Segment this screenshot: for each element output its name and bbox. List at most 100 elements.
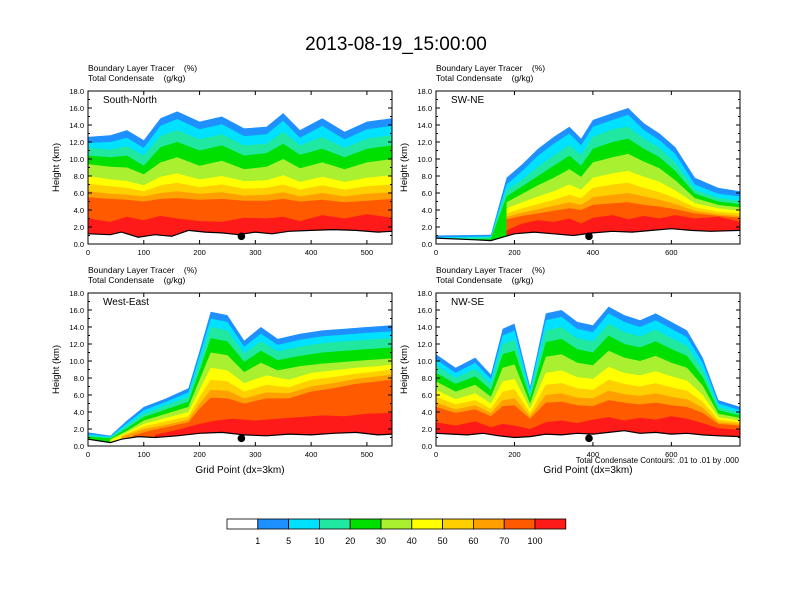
x-tick-label: 400: [587, 248, 600, 257]
colorbar-label: 10: [314, 536, 324, 546]
x-tick-label: 200: [508, 450, 521, 459]
x-tick-label: 0: [86, 248, 90, 257]
y-tick-label: 12.0: [69, 340, 84, 349]
y-tick-label: 12.0: [417, 340, 432, 349]
panel-title-line: Boundary Layer Tracer (%): [436, 265, 545, 275]
y-axis-label: Height (km): [51, 345, 62, 394]
location-marker: [585, 232, 593, 241]
x-tick-label: 200: [193, 248, 206, 257]
colorbar-swatch: [257, 518, 289, 530]
x-tick-label: 600: [665, 450, 678, 459]
y-tick-label: 0.0: [422, 442, 432, 451]
y-tick-label: 4.0: [422, 408, 432, 417]
y-tick-label: 2.0: [422, 425, 432, 434]
x-tick-label: 300: [249, 450, 262, 459]
y-tick-label: 6.0: [74, 391, 84, 400]
x-tick-label: 600: [665, 248, 678, 257]
x-axis-label: Grid Point (dx=3km): [195, 465, 284, 476]
x-tick-label: 100: [138, 450, 151, 459]
colorbar-swatch: [411, 518, 443, 530]
x-tick-label: 300: [249, 248, 262, 257]
contour-note: Total Condensate Contours: .01 to .01 by…: [576, 456, 740, 465]
y-tick-label: 14.0: [69, 121, 84, 130]
panel-sw-ne: 0.0 2.0 4.0 6.0 8.0 10.0 12.0 14.0 16.0 18.0 0 200 4…: [399, 63, 741, 257]
y-tick-label: 2.0: [74, 425, 84, 434]
colorbar-label: 30: [376, 536, 386, 546]
panel-label: NW-SE: [451, 297, 484, 308]
y-tick-label: 18.0: [417, 289, 432, 298]
y-tick-label: 6.0: [422, 391, 432, 400]
y-tick-label: 14.0: [69, 323, 84, 332]
x-tick-label: 500: [361, 248, 374, 257]
y-tick-label: 16.0: [417, 306, 432, 315]
y-tick-label: 14.0: [417, 121, 432, 130]
colorbar-label: 1: [255, 536, 260, 546]
y-tick-label: 6.0: [422, 189, 432, 198]
y-tick-label: 16.0: [417, 104, 432, 113]
panel-title-line: Boundary Layer Tracer (%): [88, 63, 197, 73]
y-tick-label: 0.0: [422, 240, 432, 249]
colorbar-swatch: [349, 518, 382, 530]
y-tick-label: 2.0: [422, 223, 432, 232]
terrain-line: [88, 431, 392, 444]
y-tick-label: 10.0: [417, 357, 432, 366]
terrain-line: [436, 430, 740, 439]
colorbar-swatch: [380, 518, 413, 530]
y-tick-label: 4.0: [74, 206, 84, 215]
location-marker: [585, 434, 593, 443]
panel-west-east: 0.0 2.0 4.0 6.0 8.0 10.0 12.0 14.0 16.0 18.0 0 100 2…: [51, 265, 393, 476]
terrain-line: [88, 228, 392, 238]
y-tick-label: 18.0: [417, 87, 432, 96]
colorbar-label: 70: [499, 536, 509, 546]
y-tick-label: 16.0: [69, 306, 84, 315]
panel-label: South-North: [103, 95, 157, 106]
colorbar: 1 5 10 20 30 40 50 60 70 100: [226, 518, 567, 546]
x-tick-label: 200: [193, 450, 206, 459]
y-axis-label: Height (km): [399, 143, 410, 192]
y-tick-label: 14.0: [417, 323, 432, 332]
y-tick-label: 10.0: [69, 155, 84, 164]
panel-south-north: 0.0 2.0 4.0 6.0 8.0 10.0 12.0 14.0 16.0 18.0 0 100 2…: [51, 63, 393, 257]
y-tick-label: 10.0: [69, 357, 84, 366]
panel-label: West-East: [103, 297, 149, 308]
panel-title-line: Total Condensate (g/kg): [436, 73, 534, 83]
panel-title-line: Boundary Layer Tracer (%): [88, 265, 197, 275]
y-tick-label: 4.0: [74, 408, 84, 417]
y-tick-label: 6.0: [74, 189, 84, 198]
y-tick-label: 12.0: [69, 138, 84, 147]
plot-area: [436, 306, 740, 446]
panel-title-line: Boundary Layer Tracer (%): [436, 63, 545, 73]
colorbar-label: 100: [527, 536, 542, 546]
y-tick-label: 12.0: [417, 138, 432, 147]
colorbar-swatch: [442, 518, 474, 530]
colorbar-label: 60: [468, 536, 478, 546]
plot-area: [88, 111, 392, 244]
y-tick-label: 18.0: [69, 289, 84, 298]
colorbar-swatch: [318, 518, 351, 530]
y-tick-label: 8.0: [422, 172, 432, 181]
y-tick-label: 8.0: [74, 374, 84, 383]
y-tick-label: 0.0: [74, 442, 84, 451]
y-tick-label: 10.0: [417, 155, 432, 164]
x-tick-label: 400: [305, 450, 318, 459]
y-tick-label: 4.0: [422, 206, 432, 215]
x-axis-label: Grid Point (dx=3km): [543, 465, 632, 476]
x-tick-label: 400: [587, 450, 600, 459]
y-tick-label: 8.0: [74, 172, 84, 181]
terrain-line: [436, 228, 740, 242]
colorbar-label: 20: [345, 536, 355, 546]
colorbar-swatch: [288, 518, 320, 530]
colorbar-swatch: [503, 518, 536, 530]
x-tick-label: 0: [434, 248, 438, 257]
colorbar-swatch: [472, 518, 505, 530]
colorbar-label: 5: [286, 536, 291, 546]
location-marker: [237, 434, 246, 443]
panel-title-line: Total Condensate (g/kg): [88, 73, 186, 83]
colorbar-swatch: [534, 518, 567, 530]
y-tick-label: 8.0: [422, 374, 432, 383]
y-tick-label: 16.0: [69, 104, 84, 113]
figure-title: 2013-08-19_15:00:00: [305, 34, 487, 55]
panel-title-line: Total Condensate (g/kg): [436, 275, 534, 285]
x-tick-label: 500: [361, 450, 374, 459]
